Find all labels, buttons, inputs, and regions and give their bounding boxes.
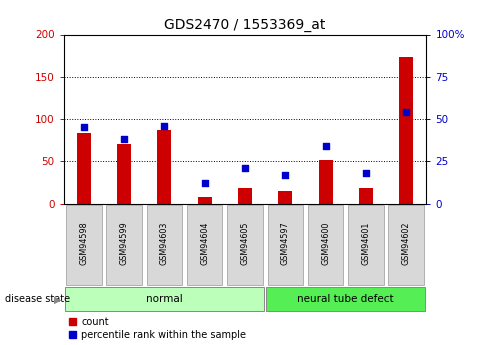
Point <box>241 165 249 171</box>
Point <box>201 180 209 186</box>
Bar <box>238 188 252 204</box>
Bar <box>77 134 91 204</box>
Text: ▶: ▶ <box>54 294 61 304</box>
Bar <box>278 191 293 204</box>
Point <box>281 172 289 178</box>
Point <box>161 123 169 129</box>
Legend: count, percentile rank within the sample: count, percentile rank within the sample <box>69 317 246 339</box>
Text: disease state: disease state <box>5 294 70 304</box>
Bar <box>117 144 131 204</box>
Text: GSM94597: GSM94597 <box>281 221 290 265</box>
Text: neural tube defect: neural tube defect <box>297 294 394 304</box>
Bar <box>399 57 413 204</box>
FancyBboxPatch shape <box>187 205 222 285</box>
Bar <box>318 160 333 204</box>
FancyBboxPatch shape <box>65 287 264 311</box>
Point <box>321 143 329 149</box>
Text: GSM94605: GSM94605 <box>241 221 249 265</box>
FancyBboxPatch shape <box>266 287 425 311</box>
FancyBboxPatch shape <box>268 205 303 285</box>
Bar <box>197 197 212 204</box>
Text: GSM94598: GSM94598 <box>79 221 88 265</box>
Text: GSM94599: GSM94599 <box>120 221 129 265</box>
Text: GSM94604: GSM94604 <box>200 221 209 265</box>
Title: GDS2470 / 1553369_at: GDS2470 / 1553369_at <box>164 18 326 32</box>
Text: GSM94602: GSM94602 <box>402 221 411 265</box>
Text: GSM94603: GSM94603 <box>160 221 169 265</box>
Text: GSM94601: GSM94601 <box>361 221 370 265</box>
Bar <box>157 130 171 204</box>
FancyBboxPatch shape <box>106 205 142 285</box>
Bar <box>359 188 373 204</box>
FancyBboxPatch shape <box>389 205 424 285</box>
Text: normal: normal <box>146 294 183 304</box>
FancyBboxPatch shape <box>147 205 182 285</box>
FancyBboxPatch shape <box>227 205 263 285</box>
FancyBboxPatch shape <box>348 205 384 285</box>
Point <box>362 170 370 176</box>
Point <box>120 137 128 142</box>
Text: GSM94600: GSM94600 <box>321 221 330 265</box>
Point <box>80 125 88 130</box>
FancyBboxPatch shape <box>66 205 101 285</box>
FancyBboxPatch shape <box>308 205 343 285</box>
Point <box>402 109 410 115</box>
